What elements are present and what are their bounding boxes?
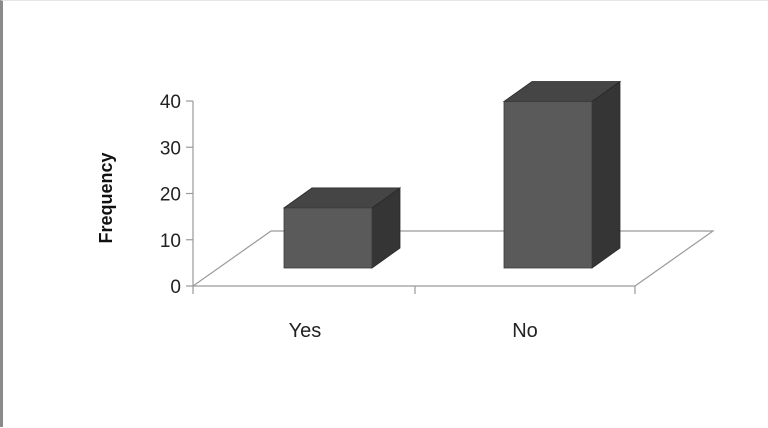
y-tick-label: 30: [160, 138, 181, 159]
floor-outline: [191, 230, 715, 287]
chart-svg: 0 10 20 30 40 Yes No Frequency: [96, 80, 715, 342]
x-category-label: No: [512, 320, 538, 342]
y-axis-title: Frequency: [96, 152, 116, 243]
y-tick-label: 40: [160, 92, 181, 113]
bar-front: [283, 207, 373, 269]
y-axis: 0 10 20 30 40: [160, 92, 194, 298]
bar-front: [503, 101, 593, 269]
y-tick-label: 0: [170, 277, 181, 298]
category-labels: Yes No: [289, 320, 538, 342]
bar-side: [591, 80, 621, 269]
chart-floor: [191, 230, 715, 294]
y-tick-label: 10: [160, 231, 181, 252]
y-tick-label: 20: [160, 185, 181, 206]
bar-yes: [282, 187, 402, 269]
bar-no: [502, 80, 622, 269]
x-category-label: Yes: [289, 320, 322, 342]
bars: [282, 80, 622, 269]
